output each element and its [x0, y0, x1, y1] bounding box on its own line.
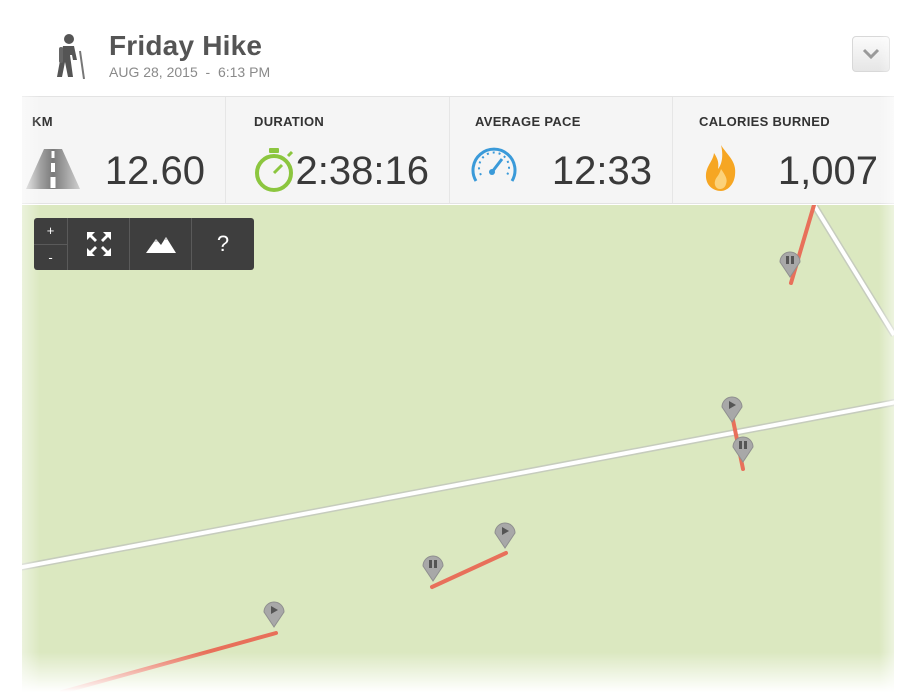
- expand-icon: [86, 232, 111, 256]
- stat-value: 12:33: [551, 149, 652, 193]
- stat-value: 1,007: [777, 149, 878, 193]
- help-button[interactable]: ?: [216, 231, 230, 256]
- marker-play[interactable]: [263, 580, 285, 628]
- stat-distance: KM 12.60: [22, 97, 226, 203]
- stat-label: KM: [32, 114, 53, 129]
- stat-calories: CALORIES BURNED 1,007: [673, 97, 894, 203]
- stat-duration: DURATION 2:38:16: [226, 97, 450, 203]
- route-layer: [60, 205, 816, 692]
- zoom-control: + -: [34, 218, 68, 270]
- activity-title: Friday Hike: [109, 30, 263, 61]
- map-canvas: [22, 205, 894, 692]
- marker-pause[interactable]: [422, 555, 444, 582]
- flame-icon: [705, 145, 736, 191]
- map-toolbar: + - ?: [34, 218, 254, 270]
- stat-pace: AVERAGE PACE 12:33: [450, 97, 673, 203]
- datetime-separator: -: [197, 64, 218, 80]
- speedometer-icon: [471, 147, 517, 182]
- route-map[interactable]: [22, 205, 894, 692]
- marker-pause[interactable]: [732, 436, 754, 463]
- zoom-in-button[interactable]: +: [34, 218, 67, 245]
- terrain-button[interactable]: [130, 218, 192, 270]
- fullscreen-button[interactable]: [68, 218, 130, 270]
- hiker-icon: [57, 34, 85, 79]
- stats-bar: KM 12.60 DURATION 2:38:16 AVERAGE PACE 1…: [22, 96, 894, 204]
- stat-label: DURATION: [254, 114, 325, 129]
- activity-header: Friday Hike AUG 28, 2015 - 6:13 PM: [0, 0, 909, 96]
- activity-datetime: AUG 28, 2015 - 6:13 PM: [109, 64, 270, 80]
- activity-menu-button[interactable]: [852, 36, 890, 72]
- stat-label: AVERAGE PACE: [475, 114, 581, 129]
- stat-value: 12.60: [104, 149, 205, 193]
- stat-label: CALORIES BURNED: [699, 114, 830, 129]
- chevron-down-icon: [862, 48, 880, 60]
- stopwatch-icon: [255, 148, 294, 192]
- stat-value: 2:38:16: [295, 149, 429, 193]
- marker-play[interactable]: [494, 522, 516, 549]
- mountain-icon: [145, 237, 176, 253]
- activity-date: AUG 28, 2015: [109, 64, 198, 80]
- road-icon: [26, 149, 80, 189]
- marker-pause[interactable]: [779, 251, 801, 278]
- zoom-out-button[interactable]: -: [48, 249, 53, 265]
- activity-time: 6:13 PM: [217, 64, 271, 80]
- marker-play[interactable]: [721, 396, 743, 423]
